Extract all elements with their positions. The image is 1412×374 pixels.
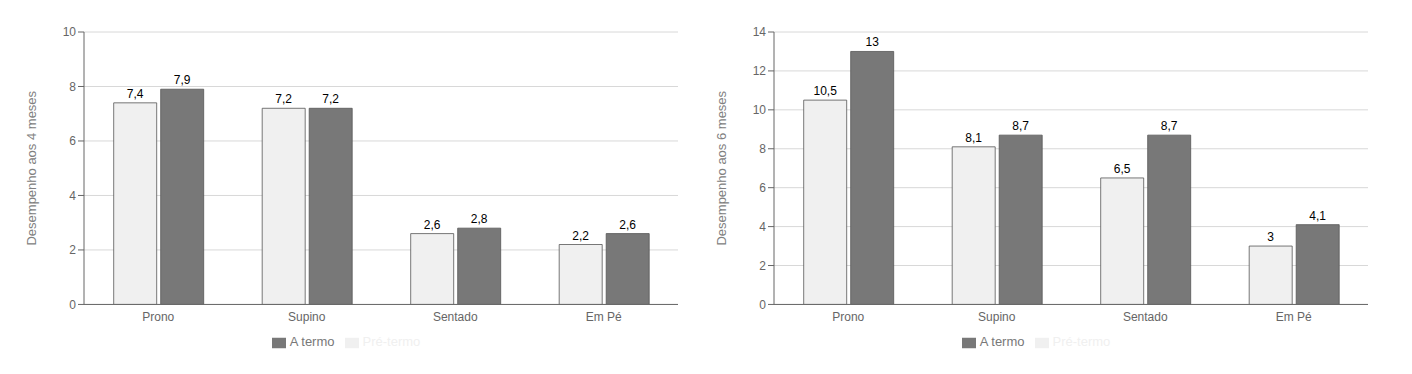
svg-text:6: 6 — [69, 134, 76, 148]
svg-text:Prono: Prono — [832, 310, 864, 324]
html-text:A termo: A termo — [289, 334, 335, 350]
svg-text:2,2: 2,2 — [572, 229, 589, 243]
svg-text:Supino: Supino — [978, 310, 1016, 324]
svg-text:4,1: 4,1 — [1309, 209, 1326, 223]
html-text:Pré-termo: Pré-termo — [1052, 334, 1111, 350]
svg-text:7,2: 7,2 — [275, 92, 292, 106]
svg-text:12: 12 — [753, 64, 767, 78]
svg-text:7,4: 7,4 — [127, 87, 144, 101]
svg-text:2,6: 2,6 — [424, 218, 441, 232]
svg-text:8: 8 — [69, 80, 76, 94]
svg-text:10: 10 — [63, 25, 77, 39]
svg-text:0: 0 — [759, 298, 766, 312]
svg-text:Sentado: Sentado — [433, 310, 478, 324]
svg-text:Em Pé: Em Pé — [1276, 310, 1312, 324]
svg-text:6,5: 6,5 — [1114, 162, 1131, 176]
svg-text:8: 8 — [759, 142, 766, 156]
svg-text:Sentado: Sentado — [1123, 310, 1168, 324]
svg-text:Desempenho aos 4 meses: Desempenho aos 4 meses — [24, 90, 39, 245]
svg-text:8,7: 8,7 — [1012, 119, 1029, 133]
svg-text:7,2: 7,2 — [322, 92, 339, 106]
svg-text:2,8: 2,8 — [471, 212, 488, 226]
svg-text:6: 6 — [759, 181, 766, 195]
svg-text:10: 10 — [753, 103, 767, 117]
svg-text:2: 2 — [759, 259, 766, 273]
svg-text:7,9: 7,9 — [174, 73, 191, 87]
svg-text:8,7: 8,7 — [1161, 119, 1178, 133]
svg-text:4: 4 — [759, 220, 766, 234]
svg-text:4: 4 — [69, 189, 76, 203]
svg-text:2: 2 — [69, 243, 76, 257]
svg-text:0: 0 — [69, 298, 76, 312]
html-text:Pré-termo: Pré-termo — [362, 334, 421, 350]
svg-text:8,1: 8,1 — [965, 131, 982, 145]
svg-text:Em Pé: Em Pé — [586, 310, 622, 324]
svg-text:3: 3 — [1267, 230, 1274, 244]
svg-text:Prono: Prono — [142, 310, 174, 324]
svg-text:Supino: Supino — [288, 310, 326, 324]
svg-text:13: 13 — [866, 35, 880, 49]
svg-text:2,6: 2,6 — [619, 218, 636, 232]
svg-text:Desempenho aos 6 meses: Desempenho aos 6 meses — [714, 90, 729, 245]
svg-text:14: 14 — [753, 25, 767, 39]
html-text:A termo: A termo — [979, 334, 1025, 350]
svg-text:10,5: 10,5 — [814, 84, 838, 98]
